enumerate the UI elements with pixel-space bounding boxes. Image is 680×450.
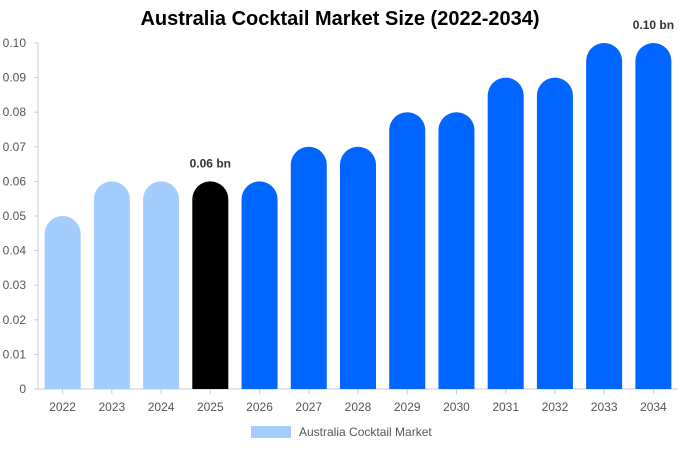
y-tick-label: 0.07 <box>3 140 27 154</box>
x-tick-label: 2029 <box>394 400 421 414</box>
bar <box>536 77 573 389</box>
bar <box>438 112 475 389</box>
legend-swatch <box>251 426 291 438</box>
bar <box>192 181 229 389</box>
data-label: 0.10 bn <box>633 18 674 32</box>
x-tick-label: 2024 <box>148 400 175 414</box>
chart-legend: Australia Cocktail Market <box>251 425 432 439</box>
x-tick-label: 2032 <box>542 400 569 414</box>
y-tick-label: 0.01 <box>3 347 27 361</box>
y-tick-label: 0.05 <box>3 209 27 223</box>
y-tick-label: 0.09 <box>3 71 27 85</box>
y-tick-label: 0.02 <box>3 313 27 327</box>
y-tick-label: 0.04 <box>3 244 27 258</box>
x-tick-label: 2023 <box>98 400 125 414</box>
bar <box>44 215 81 389</box>
x-tick-label: 2031 <box>492 400 519 414</box>
y-tick-label: 0 <box>19 382 26 396</box>
bar <box>586 43 623 389</box>
x-tick-label: 2030 <box>443 400 470 414</box>
y-tick-label: 0.06 <box>3 174 27 188</box>
x-tick-label: 2028 <box>345 400 372 414</box>
y-tick-label: 0.10 <box>3 36 27 50</box>
bar <box>93 181 130 389</box>
bar <box>635 43 672 389</box>
bar <box>290 146 327 389</box>
x-tick-label: 2025 <box>197 400 224 414</box>
x-tick-label: 2027 <box>295 400 322 414</box>
bar <box>241 181 278 389</box>
legend-label: Australia Cocktail Market <box>299 425 432 439</box>
bar <box>487 77 524 389</box>
chart-title: Australia Cocktail Market Size (2022-203… <box>140 8 540 30</box>
y-tick-label: 0.03 <box>3 278 27 292</box>
data-label: 0.06 bn <box>190 156 231 170</box>
x-tick-label: 2034 <box>640 400 667 414</box>
x-tick-label: 2033 <box>591 400 618 414</box>
bar <box>340 146 376 389</box>
x-tick-label: 2026 <box>246 400 273 414</box>
bar <box>143 181 180 389</box>
bar <box>389 112 426 389</box>
y-tick-label: 0.08 <box>3 105 27 119</box>
x-tick-label: 2022 <box>49 400 76 414</box>
